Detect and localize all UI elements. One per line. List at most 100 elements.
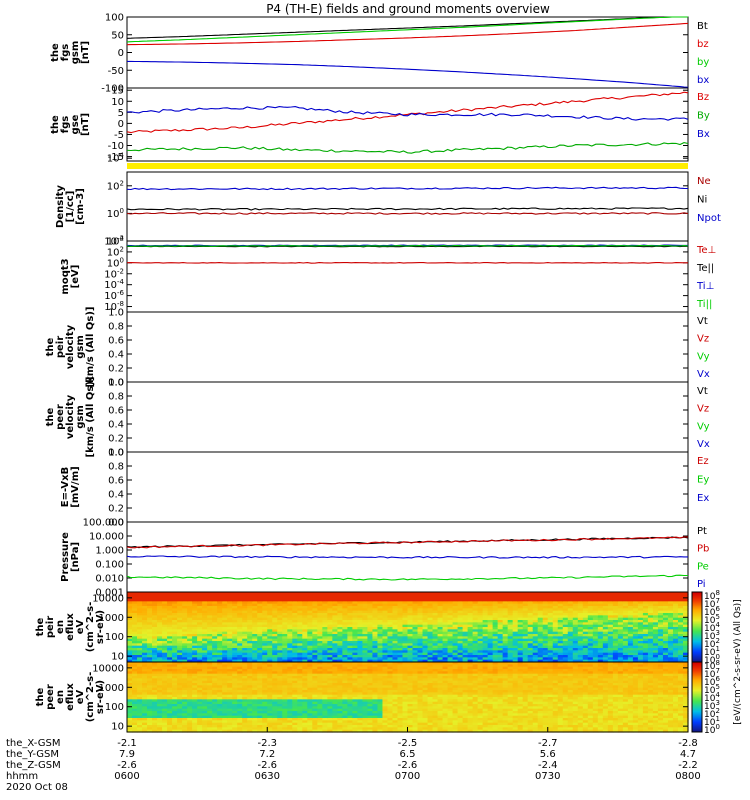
spectrogram-cell (177, 608, 183, 612)
spectrogram-cell (447, 617, 454, 621)
spectrogram-cell (187, 594, 193, 598)
spectrogram-cell (592, 636, 599, 640)
spectrogram-cell (137, 729, 143, 733)
spectrogram-cell (367, 594, 374, 598)
spectrogram-cell (152, 699, 158, 703)
spectrogram-cell (532, 645, 539, 649)
spectrogram-cell (262, 701, 268, 705)
spectrogram-cell (252, 615, 258, 619)
spectrogram-cell (187, 690, 193, 693)
spectrogram-cell (537, 627, 544, 630)
spectrogram-cell (252, 729, 258, 733)
spectrogram-cell (367, 599, 374, 602)
spectrogram-cell (182, 648, 188, 651)
spectrogram-cell (502, 594, 509, 598)
spectrogram-cell (462, 599, 469, 602)
spectrogram-cell (237, 685, 243, 689)
spectrogram-cell (137, 629, 143, 633)
spectrogram-cell (542, 645, 549, 649)
spectrogram-cell (592, 594, 599, 598)
spectrogram-cell (302, 606, 308, 609)
spectrogram-cell (312, 659, 318, 663)
spectrogram-cell (377, 655, 384, 658)
spectrogram-cell (162, 687, 168, 691)
spectrogram-cell (162, 641, 168, 644)
spectrogram-cell (662, 613, 669, 616)
spectrogram-cell (212, 601, 218, 605)
spectrogram-cell (212, 697, 218, 700)
spectrogram-cell (472, 617, 479, 621)
spectrogram-cell (477, 592, 484, 595)
spectrogram-cell (407, 627, 414, 630)
spectrogram-cell (197, 601, 203, 605)
spectrogram-cell (457, 610, 464, 614)
spectrogram-cell (227, 669, 233, 672)
spectrogram-cell (247, 608, 253, 612)
spectrogram-cell (652, 655, 659, 658)
y-axis-label-line: [km/s (All Qs)] (85, 377, 96, 458)
spectrogram-cell (622, 601, 629, 605)
figure-title: P4 (TH-E) fields and ground moments over… (266, 2, 550, 16)
spectrogram-cell (232, 643, 238, 647)
spectrogram-cell (392, 634, 399, 637)
spectrogram-cell (547, 655, 554, 658)
spectrogram-cell (252, 722, 258, 726)
spectrogram-cell (442, 622, 449, 626)
spectrogram-cell (642, 657, 649, 661)
spectrogram-cell (217, 701, 223, 705)
spectrogram-cell (157, 634, 163, 637)
spectrogram-cell (252, 608, 258, 612)
spectrogram-cell (587, 627, 594, 630)
spectrogram-cell (207, 673, 213, 677)
spectrogram-cell (592, 622, 599, 626)
spectrogram-cell (362, 624, 369, 628)
spectrogram-cell (557, 606, 564, 609)
spectrogram-cell (292, 641, 298, 644)
spectrogram-cell (507, 638, 514, 642)
spectrogram-cell (482, 638, 489, 642)
spectrogram-cell (147, 687, 153, 691)
spectrogram-cell (157, 629, 163, 633)
spectrogram-cell (462, 652, 469, 656)
spectrogram-cell (577, 610, 584, 614)
spectrogram-cell (227, 629, 233, 633)
spectrogram-cell (382, 645, 389, 649)
spectrogram-cell (447, 650, 454, 654)
spectrogram-cell (327, 596, 333, 600)
spectrogram-cell (172, 634, 178, 637)
spectrogram-cell (497, 634, 504, 637)
spectrogram-cell (607, 643, 614, 647)
spectrogram-cell (562, 634, 569, 637)
spectrogram-cell (322, 687, 328, 691)
spectrogram-cell (442, 601, 449, 605)
spectrogram-cell (427, 624, 434, 628)
spectrogram-cell (152, 694, 158, 698)
spectrogram-cell (347, 662, 353, 665)
spectrogram-cell (212, 606, 218, 609)
spectrogram-cell (197, 662, 203, 665)
spectrogram-cell (352, 634, 359, 637)
spectrogram-cell (512, 599, 519, 602)
spectrogram-cell (322, 592, 328, 595)
spectrogram-cell (582, 648, 589, 651)
spectrogram-cell (327, 636, 333, 640)
spectrogram-cell (437, 594, 444, 598)
spectrogram-cell (447, 615, 454, 619)
spectrogram-cell (307, 687, 313, 691)
spectrogram-cell (372, 638, 379, 642)
spectrogram-cell (507, 610, 514, 614)
spectrogram-cell (302, 592, 308, 595)
spectrogram-cell (317, 601, 323, 605)
spectrogram-cell (392, 622, 399, 626)
spectrogram-cell (617, 610, 624, 614)
spectrogram-cell (317, 657, 323, 661)
spectrogram-cell (442, 636, 449, 640)
spectrogram-cell (627, 594, 634, 598)
spectrogram-cell (597, 599, 604, 602)
spectrogram-cell (437, 650, 444, 654)
spectrogram-cell (557, 592, 564, 595)
spectrogram-cell (387, 655, 394, 658)
spectrogram-cell (292, 694, 298, 698)
spectrogram-cell (232, 683, 238, 686)
spectrogram-cell (172, 711, 178, 714)
